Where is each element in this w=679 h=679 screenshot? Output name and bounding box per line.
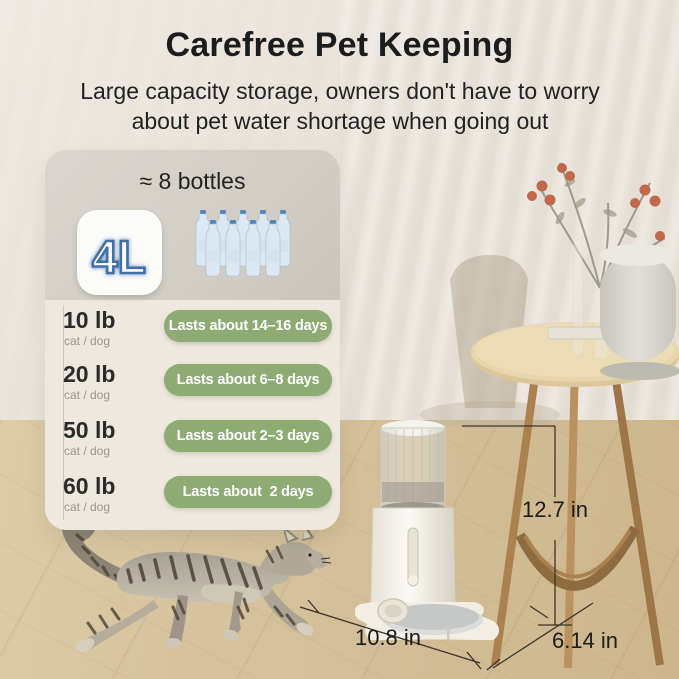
svg-text:4L: 4L bbox=[92, 231, 146, 283]
svg-text:10.8 in: 10.8 in bbox=[355, 625, 421, 650]
svg-text:6.14 in: 6.14 in bbox=[552, 628, 618, 653]
svg-text:12.7 in: 12.7 in bbox=[522, 497, 588, 522]
